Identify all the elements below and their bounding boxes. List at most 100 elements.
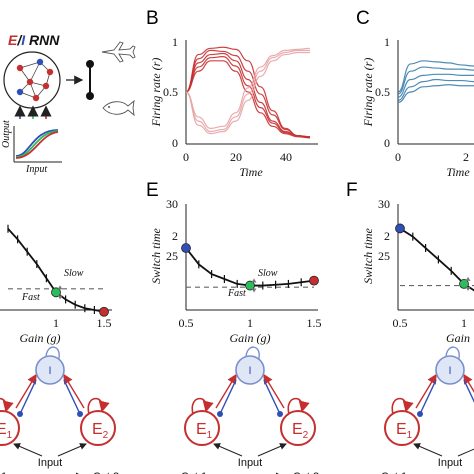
panel-letter-f: F (346, 180, 358, 201)
panel-b-trace (185, 46, 311, 139)
panel-b-ytick-1: 1 (172, 35, 178, 49)
panel-b-trace (185, 52, 311, 138)
i-label: I (48, 365, 51, 377)
panel-d-end-point (99, 306, 109, 317)
e1-to-i-arrow (215, 373, 237, 409)
panel-e-ytick-25: 25 (166, 249, 178, 263)
network-diagram-left: E1E2IInputCat 1Cat 2 (0, 346, 119, 474)
i-node (35, 355, 65, 385)
panel-f-xlabel: Gain (446, 331, 470, 345)
panel-b-trace (185, 49, 310, 133)
i-label: I (248, 365, 251, 377)
panel-f-ylabel: Switch time (361, 228, 375, 284)
panel-c-xlabel: Time (446, 165, 470, 179)
airplane-icon (101, 41, 136, 63)
cat2-label: Cat 2 (93, 471, 119, 474)
rnn-node (36, 58, 44, 66)
input-label: Input (38, 457, 62, 469)
inhibitory-synapse-e2 (77, 411, 83, 417)
panel-e-critical-point (245, 280, 255, 291)
panel-b-trace (185, 60, 311, 139)
panel-f-plot (395, 223, 474, 292)
panel-f-xtick-1: 1 (461, 316, 467, 330)
panel-c-xtick-0: 0 (395, 150, 401, 164)
panel-e-ylabel: Switch time (149, 228, 163, 284)
slow-arrow-icon (251, 278, 257, 283)
excitatory-self-loop (87, 397, 110, 415)
e1-node (384, 410, 420, 446)
panel-c-trace (397, 73, 474, 98)
i-node (435, 355, 465, 385)
i-to-e1-connection (19, 379, 37, 415)
rnn-nodes (16, 58, 54, 102)
panel-letter-c: C (356, 8, 370, 29)
e1-to-i-arrow (415, 373, 437, 409)
i-label: I (448, 365, 451, 377)
panel-c: C 1 0.5 0 0 2 Firing rate (r) Time (356, 8, 474, 179)
panel-f-ytick-30: 30 (378, 197, 390, 211)
inhibitory-self-loop (45, 346, 60, 363)
inhibitory-synapse-e1 (417, 411, 423, 417)
panel-c-xtick-2: 2 (463, 150, 469, 164)
cat1-label: Cat 1 (0, 471, 7, 474)
panel-d: 1 1.5 Gain (g) Slow Fast (0, 224, 112, 345)
panel-b-ytick-0.5: 0.5 (163, 85, 178, 99)
cat1-label: Cat 1 (181, 471, 207, 474)
input-to-e1-arrow (213, 443, 243, 457)
fast-arrow-icon (57, 295, 63, 300)
panel-a: E/I RNN Output Input (1, 32, 136, 175)
panel-d-critical-point (51, 287, 61, 298)
inset-ylabel: Output (1, 120, 12, 148)
e2-to-i-arrow (63, 373, 85, 409)
panel-e-xtick-1.5: 1.5 (307, 316, 322, 330)
cat1-label: Cat 1 (381, 471, 407, 474)
inset-xlabel: Input (25, 164, 47, 175)
excitatory-self-loop (191, 397, 214, 415)
panel-f: F 30 25 2 0.5 1 Switch time Gain (346, 180, 474, 345)
panel-d-plot (7, 224, 109, 317)
io-curve-blue (15, 129, 59, 157)
slow-arrow-icon (465, 276, 471, 281)
panel-f-ytick-25: 25 (378, 249, 390, 263)
i-to-e1-connection (219, 379, 237, 415)
rnn-node (46, 68, 54, 76)
panel-b: B 1 0.5 0 0 20 40 Firing rate (r) Time (146, 8, 318, 179)
panel-b-trace (185, 49, 311, 139)
cat2-label: Cat 2 (293, 471, 319, 474)
panel-e-xlabel: Gain (g) (230, 331, 271, 345)
inhibitory-self-loop (245, 346, 260, 363)
panel-d-fast-label: Fast (21, 292, 40, 303)
e2-to-i-arrow (463, 373, 474, 393)
inhibitory-self-loop (445, 346, 460, 363)
panel-c-ylabel: Firing rate (r) (361, 58, 375, 128)
input-to-e2-arrow (457, 448, 474, 457)
panel-b-xtick-40: 40 (280, 150, 292, 164)
input-to-e2-arrow (57, 443, 87, 457)
panel-d-slow-label: Slow (64, 268, 84, 279)
panel-d-xtick-1: 1 (53, 316, 59, 330)
rnn-edge (19, 61, 41, 69)
panel-e-xtick-1: 1 (247, 316, 253, 330)
rnn-node (26, 78, 34, 86)
input-label: Input (438, 457, 462, 469)
excitatory-self-loop (391, 397, 414, 415)
panel-c-ytick-1: 1 (384, 35, 390, 49)
panel-e-curve (185, 247, 315, 287)
io-curve-red (15, 131, 59, 159)
i-node (235, 355, 265, 385)
inhibitory-synapse-e1 (217, 411, 223, 417)
panel-f-critical-point (459, 279, 469, 289)
excitatory-self-loop (287, 397, 310, 415)
inhibitory-synapse-e2 (277, 411, 283, 417)
panel-e-start-point (181, 243, 191, 253)
panel-b-trace (185, 56, 311, 138)
fast-arrow-icon (251, 288, 257, 293)
panel-e-ytick-2: 2 (172, 229, 178, 243)
panel-f-start-point (395, 223, 405, 234)
panel-b-trace (185, 51, 310, 135)
readout-node-bottom (86, 92, 94, 100)
panel-c-trace (397, 66, 474, 95)
panel-b-xtick-0: 0 (183, 150, 189, 164)
panel-b-traces (185, 46, 311, 139)
